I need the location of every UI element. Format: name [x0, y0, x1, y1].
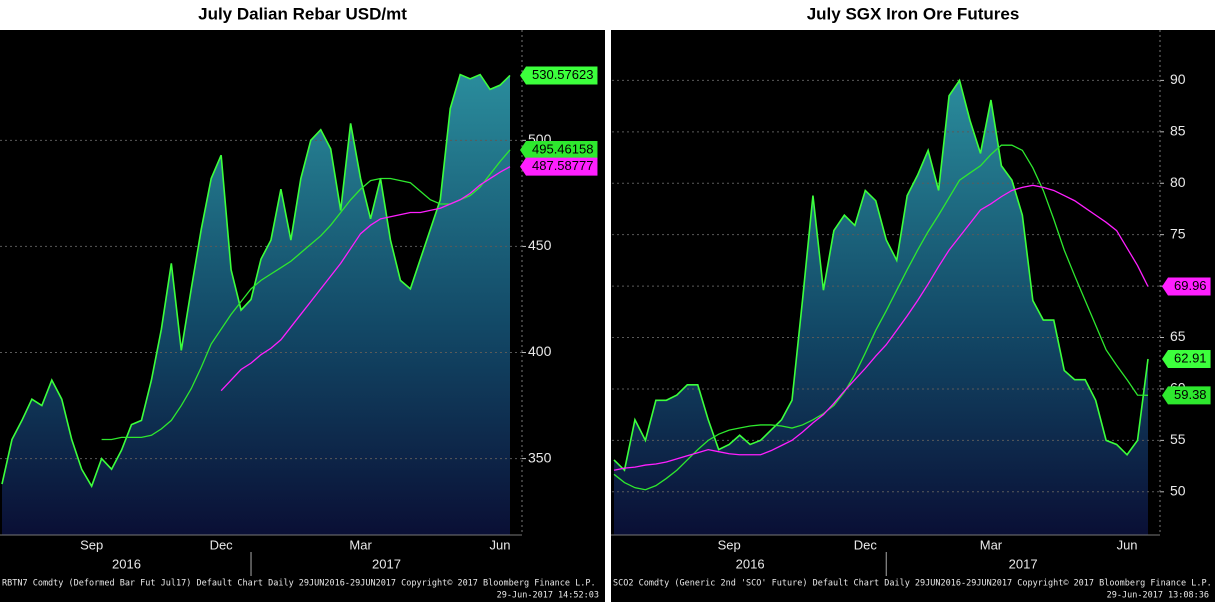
- line: [613, 144, 1149, 491]
- year-label: 2017: [1009, 556, 1038, 571]
- x-tick-label: Dec: [210, 537, 234, 552]
- chart-title: July SGX Iron Ore Futures: [807, 4, 1020, 23]
- x-tick-label: Mar: [349, 537, 372, 552]
- value-tag: 62.91: [1162, 350, 1211, 369]
- x-tick-label: Sep: [718, 537, 741, 552]
- y-tick-label: 90: [1170, 71, 1186, 87]
- y-tick-label: 85: [1170, 123, 1186, 139]
- line: [1, 73, 511, 489]
- y-tick-label: 400: [528, 343, 552, 359]
- line: [101, 149, 511, 441]
- timestamp: 29-Jun-2017 13:08:36: [1107, 591, 1209, 601]
- value-tag-box: [1162, 386, 1211, 405]
- value-tag-box: [520, 157, 598, 176]
- value-label: 487.58777: [532, 158, 593, 173]
- value-tag: 495.46158: [520, 140, 598, 159]
- x-tick-label: Dec: [854, 537, 878, 552]
- value-tag-box: [520, 66, 598, 85]
- chart-title: July Dalian Rebar USD/mt: [198, 4, 407, 23]
- value-label: 530.57623: [532, 67, 593, 82]
- footer: RBTN7 Comdty (Deformed Bar Fut Jul17) De…: [2, 579, 596, 589]
- area: [2, 74, 510, 535]
- line: [220, 166, 511, 392]
- footer: SCO2 Comdty (Generic 2nd 'SCO' Future) D…: [613, 579, 1212, 589]
- y-tick-label: 65: [1170, 328, 1186, 344]
- value-tag-box: [520, 140, 598, 159]
- y-tick-label: 80: [1170, 174, 1186, 190]
- value-tag: 69.96: [1162, 277, 1211, 296]
- year-label: 2016: [736, 556, 765, 571]
- x-tick-label: Jun: [490, 537, 511, 552]
- value-label: 59.38: [1174, 387, 1207, 402]
- value-label: 495.46158: [532, 141, 593, 156]
- x-tick-label: Sep: [80, 537, 103, 552]
- y-tick-label: 50: [1170, 483, 1186, 499]
- area: [614, 80, 1148, 535]
- line: [613, 78, 1149, 472]
- timestamp: 29-Jun-2017 14:52:03: [497, 591, 599, 601]
- value-tag: 530.57623: [520, 66, 598, 85]
- year-label: 2016: [112, 556, 141, 571]
- x-tick-label: Jun: [1117, 537, 1138, 552]
- x-tick-label: Mar: [980, 537, 1003, 552]
- value-tag: 59.38: [1162, 386, 1211, 405]
- value-label: 62.91: [1174, 350, 1207, 365]
- value-tag-box: [1162, 350, 1211, 369]
- y-tick-label: 75: [1170, 225, 1186, 241]
- y-tick-label: 55: [1170, 431, 1186, 447]
- value-label: 69.96: [1174, 278, 1207, 293]
- y-tick-label: 350: [528, 449, 552, 465]
- value-tag: 487.58777: [520, 157, 598, 176]
- y-tick-label: 450: [528, 237, 552, 253]
- year-label: 2017: [372, 556, 401, 571]
- line: [613, 184, 1149, 471]
- value-tag-box: [1162, 277, 1211, 296]
